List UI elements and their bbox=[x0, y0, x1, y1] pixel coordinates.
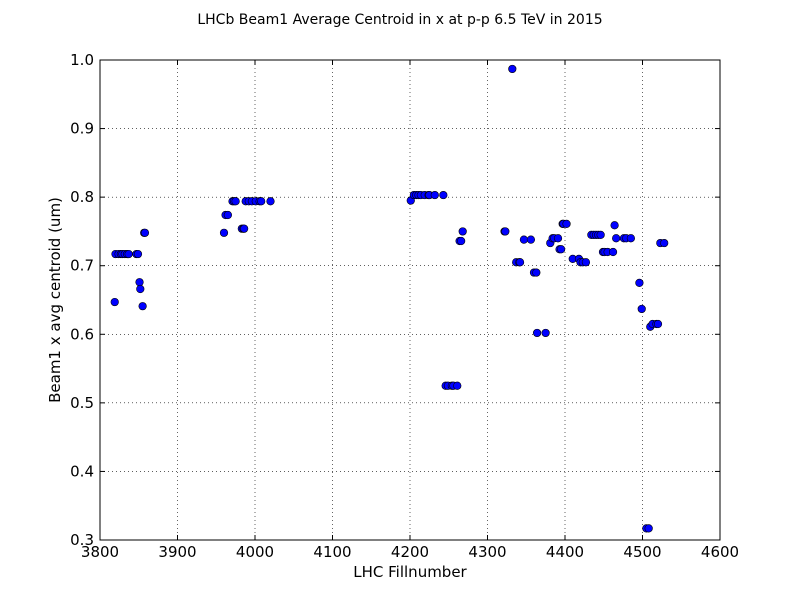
y-tick-label: 0.7 bbox=[70, 257, 94, 275]
data-point bbox=[138, 302, 147, 311]
data-point bbox=[240, 224, 249, 233]
data-point bbox=[532, 268, 541, 277]
y-tick-label: 0.3 bbox=[70, 531, 94, 549]
y-axis-label: Beam1 x avg centroid (um) bbox=[46, 197, 64, 403]
x-tick-label: 4100 bbox=[313, 543, 351, 561]
data-point bbox=[608, 247, 618, 257]
x-tick-label: 4000 bbox=[236, 543, 274, 561]
data-point bbox=[133, 249, 143, 259]
data-point bbox=[135, 278, 144, 287]
data-point bbox=[219, 228, 229, 237]
data-point bbox=[136, 284, 145, 294]
data-point bbox=[526, 235, 536, 244]
data-point bbox=[124, 249, 133, 259]
data-point bbox=[430, 190, 439, 200]
y-tick-label: 0.8 bbox=[70, 188, 94, 206]
data-point bbox=[501, 227, 510, 236]
data-point bbox=[557, 245, 566, 254]
data-point bbox=[519, 235, 529, 244]
data-point bbox=[635, 278, 644, 287]
data-point bbox=[266, 197, 275, 206]
data-point bbox=[515, 258, 525, 267]
data-point bbox=[660, 238, 669, 248]
data-point bbox=[596, 230, 605, 239]
data-point bbox=[610, 221, 619, 230]
data-point bbox=[612, 234, 621, 243]
data-point bbox=[453, 381, 462, 390]
x-tick-label: 4300 bbox=[468, 543, 506, 561]
x-tick-label: 3800 bbox=[81, 543, 119, 561]
data-point bbox=[110, 297, 119, 307]
x-axis-label: LHC Fillnumber bbox=[353, 563, 467, 581]
tick-labels: 3800 3900 4000 4100 4200 4300 4400 4500 4600 0.3 0… bbox=[70, 51, 739, 561]
data-point bbox=[541, 328, 550, 338]
data-point bbox=[532, 328, 542, 338]
data-point bbox=[457, 236, 466, 246]
y-tick-label: 0.4 bbox=[70, 462, 94, 480]
x-tick-label: 3900 bbox=[158, 543, 196, 561]
data-point bbox=[637, 304, 646, 314]
data-point bbox=[653, 319, 663, 329]
x-tick-label: 4400 bbox=[546, 543, 584, 561]
data-point bbox=[644, 524, 653, 533]
data-point bbox=[223, 210, 232, 220]
data-point bbox=[508, 64, 517, 74]
y-tick-label: 0.6 bbox=[70, 325, 94, 343]
axis-ticks bbox=[99, 59, 721, 541]
data-points bbox=[110, 64, 669, 533]
chart-title: LHCb Beam1 Average Centroid in x at p-p … bbox=[197, 12, 602, 28]
data-point bbox=[257, 197, 266, 206]
data-point bbox=[562, 219, 571, 228]
data-point bbox=[140, 228, 150, 237]
data-point bbox=[581, 258, 591, 267]
plot-frame bbox=[99, 59, 721, 541]
grid-lines bbox=[100, 60, 720, 540]
x-tick-label: 4600 bbox=[701, 543, 739, 561]
y-tick-label: 0.9 bbox=[70, 120, 94, 138]
data-point bbox=[626, 234, 635, 243]
data-point bbox=[553, 234, 563, 243]
x-tick-label: 4200 bbox=[391, 543, 429, 561]
y-tick-label: 0.5 bbox=[70, 394, 94, 412]
data-point bbox=[231, 197, 240, 206]
y-tick-label: 1.0 bbox=[70, 51, 94, 69]
data-point bbox=[439, 190, 448, 200]
x-tick-label: 4500 bbox=[623, 543, 661, 561]
data-point bbox=[458, 227, 467, 236]
